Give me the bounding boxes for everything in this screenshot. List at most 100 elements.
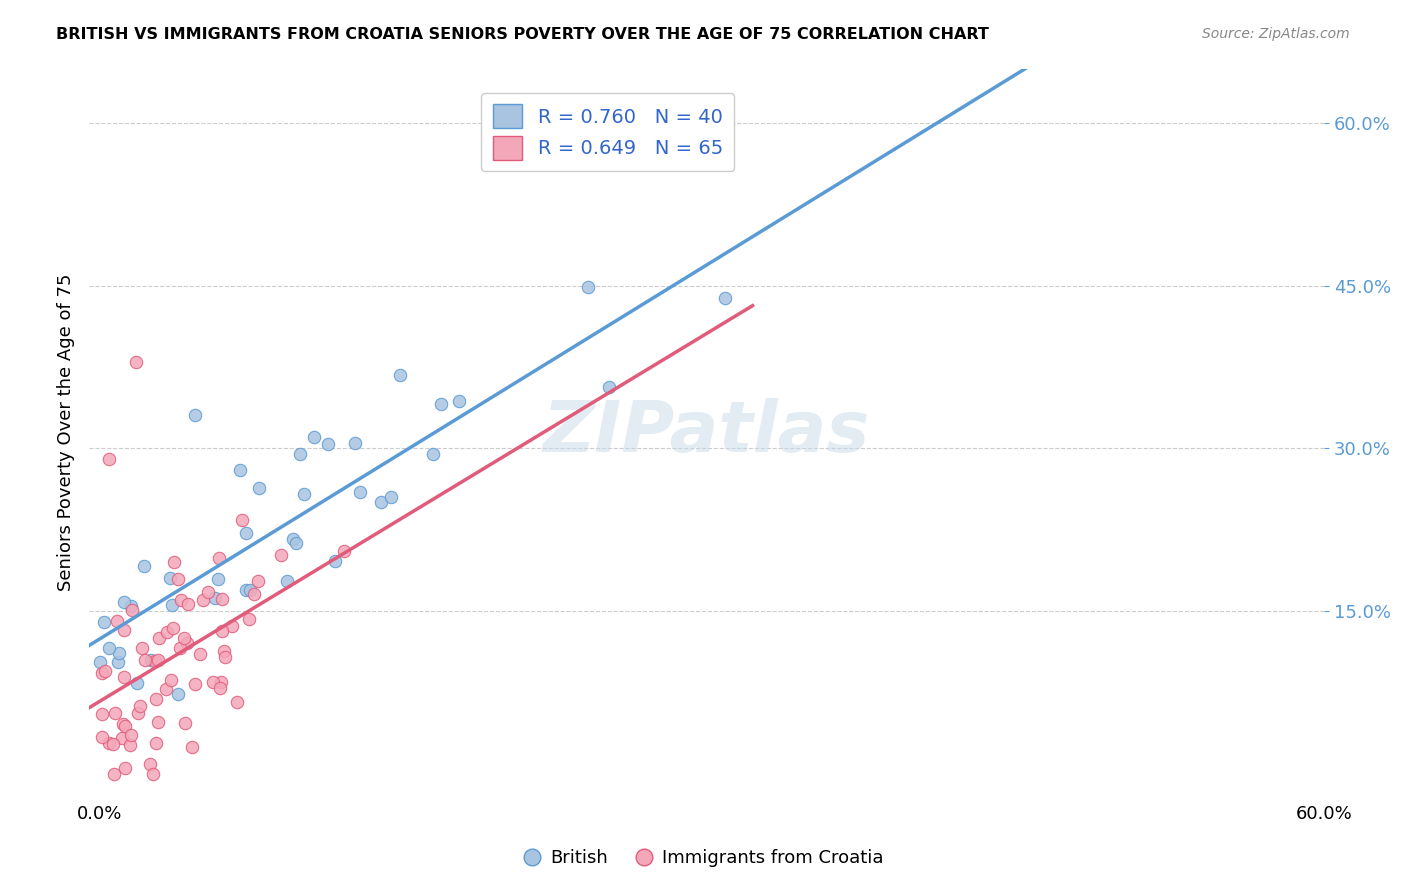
Point — [131, 640, 153, 655]
Point — [184, 677, 207, 691]
Point — [211, 591, 233, 606]
Point — [208, 550, 231, 565]
Point — [98, 641, 121, 656]
Point — [292, 486, 315, 500]
Point — [209, 674, 232, 689]
Point — [159, 571, 181, 585]
Point — [714, 291, 737, 305]
Point — [142, 767, 165, 781]
Point — [422, 447, 444, 461]
Point — [221, 618, 243, 632]
Point — [118, 738, 141, 752]
Point — [449, 394, 471, 409]
Point — [380, 490, 402, 504]
Point — [284, 536, 307, 550]
Point — [127, 676, 149, 690]
Point — [91, 665, 114, 680]
Point — [121, 603, 143, 617]
Point — [155, 681, 177, 696]
Text: ZIPatlas: ZIPatlas — [543, 398, 870, 467]
Point — [276, 574, 298, 588]
Point — [107, 655, 129, 669]
Point — [208, 681, 231, 695]
Point — [197, 585, 219, 599]
Point — [247, 481, 270, 495]
Point — [107, 646, 129, 660]
Point — [239, 583, 262, 598]
Point — [120, 599, 142, 614]
Point — [145, 735, 167, 749]
Point — [104, 706, 127, 720]
Point — [129, 698, 152, 713]
Point — [112, 717, 135, 731]
Point — [430, 397, 453, 411]
Point — [120, 729, 142, 743]
Point — [163, 555, 186, 569]
Point — [148, 631, 170, 645]
Point — [143, 654, 166, 668]
Point — [576, 280, 599, 294]
Legend: British, Immigrants from Croatia: British, Immigrants from Croatia — [516, 842, 890, 874]
Point — [212, 644, 235, 658]
Point — [110, 731, 132, 746]
Point — [325, 554, 347, 568]
Y-axis label: Seniors Poverty Over the Age of 75: Seniors Poverty Over the Age of 75 — [58, 273, 75, 591]
Point — [134, 653, 156, 667]
Legend: R = 0.760   N = 40, R = 0.649   N = 65: R = 0.760 N = 40, R = 0.649 N = 65 — [481, 93, 734, 171]
Point — [243, 587, 266, 601]
Point — [156, 625, 179, 640]
Point — [177, 597, 200, 611]
Point — [238, 613, 260, 627]
Point — [159, 673, 181, 688]
Point — [188, 647, 211, 661]
Point — [226, 695, 249, 709]
Point — [344, 436, 367, 450]
Point — [162, 599, 184, 613]
Point — [114, 719, 136, 733]
Point — [94, 665, 117, 679]
Point — [290, 447, 312, 461]
Point — [89, 655, 111, 669]
Point — [281, 532, 304, 546]
Point — [181, 739, 204, 754]
Point — [229, 463, 252, 477]
Point — [389, 368, 412, 382]
Point — [598, 379, 620, 393]
Point — [103, 767, 125, 781]
Point — [211, 624, 233, 639]
Point — [302, 430, 325, 444]
Point — [174, 715, 197, 730]
Point — [173, 631, 195, 645]
Point — [231, 513, 253, 527]
Point — [166, 687, 188, 701]
Point — [146, 714, 169, 729]
Point — [98, 452, 121, 467]
Point — [247, 574, 270, 588]
Text: BRITISH VS IMMIGRANTS FROM CROATIA SENIORS POVERTY OVER THE AGE OF 75 CORRELATIO: BRITISH VS IMMIGRANTS FROM CROATIA SENIO… — [56, 27, 988, 42]
Point — [125, 354, 148, 368]
Point — [167, 572, 190, 586]
Point — [91, 707, 114, 722]
Point — [204, 591, 226, 605]
Point — [98, 736, 121, 750]
Point — [134, 559, 156, 574]
Point — [91, 730, 114, 744]
Point — [235, 583, 257, 598]
Point — [101, 737, 124, 751]
Point — [183, 408, 205, 422]
Point — [93, 615, 115, 630]
Point — [370, 495, 392, 509]
Point — [127, 706, 149, 720]
Text: Source: ZipAtlas.com: Source: ZipAtlas.com — [1202, 27, 1350, 41]
Point — [139, 756, 162, 771]
Point — [162, 621, 184, 635]
Point — [176, 636, 198, 650]
Point — [349, 484, 371, 499]
Point — [207, 572, 229, 586]
Point — [112, 624, 135, 638]
Point — [191, 593, 214, 607]
Point — [201, 675, 224, 690]
Point — [105, 614, 128, 628]
Point — [145, 691, 167, 706]
Point — [114, 761, 136, 775]
